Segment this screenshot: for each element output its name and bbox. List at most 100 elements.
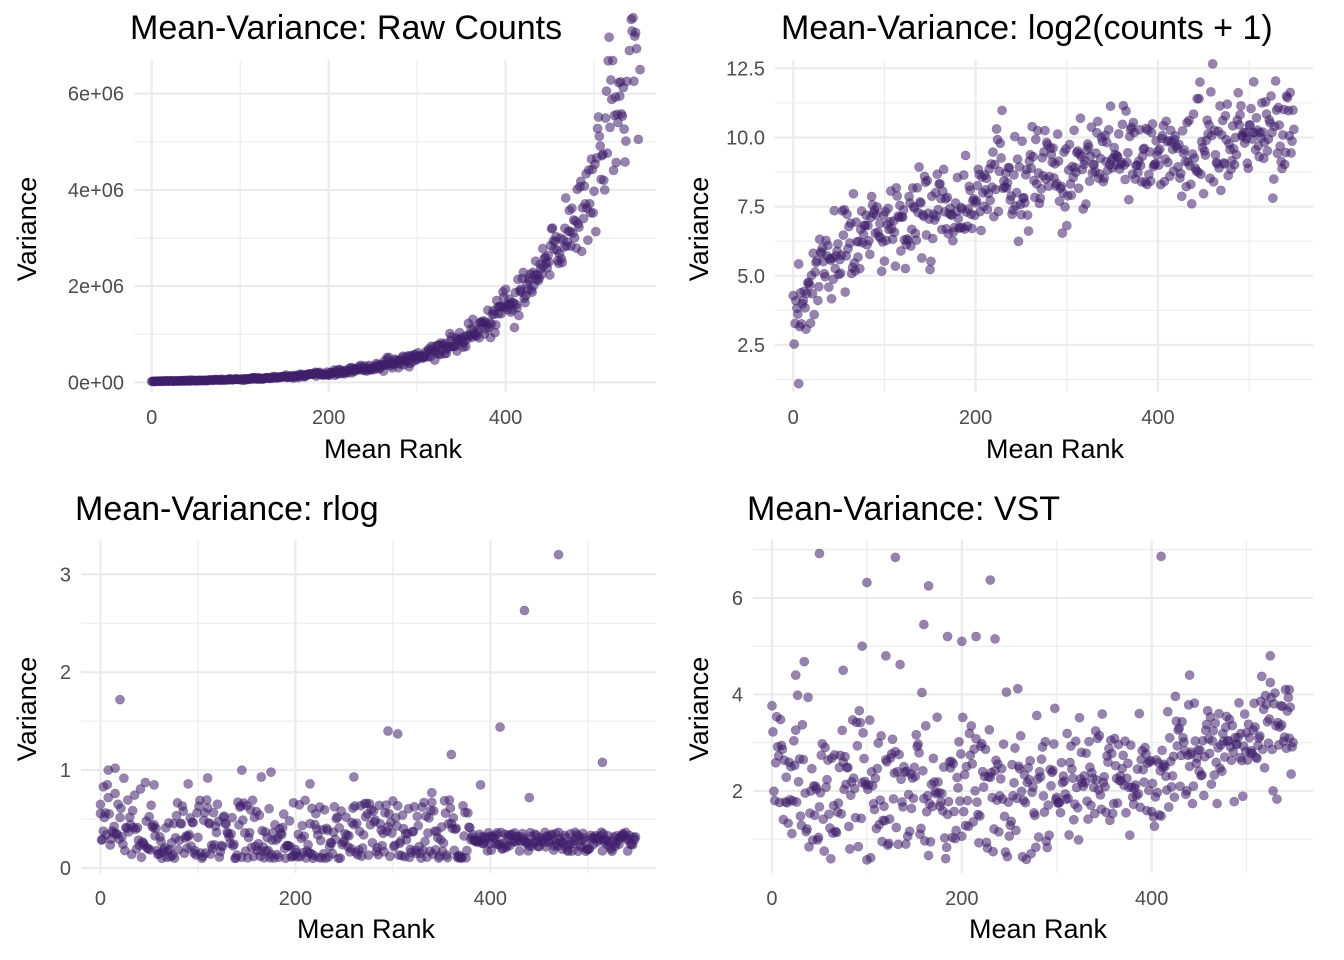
data-point: [1287, 136, 1297, 147]
y-tick-label: 4e+06: [68, 180, 124, 202]
data-point: [1251, 112, 1262, 123]
data-point: [202, 773, 213, 783]
data-point: [244, 827, 255, 838]
data-point: [1075, 113, 1086, 124]
y-axis-label-raw-counts: Variance: [12, 177, 42, 282]
data-point: [426, 787, 437, 798]
data-point: [1134, 708, 1145, 719]
data-point: [348, 772, 359, 782]
data-point: [953, 213, 964, 224]
data-point: [1004, 831, 1015, 842]
data-point: [1060, 201, 1070, 212]
data-point: [793, 378, 804, 389]
data-point: [1094, 730, 1105, 741]
data-point: [1084, 176, 1095, 187]
data-point: [237, 815, 248, 826]
y-tick-label: 1: [60, 760, 71, 782]
data-point: [1239, 709, 1250, 719]
data-point: [1035, 193, 1046, 204]
data-point: [602, 148, 613, 159]
data-point: [838, 665, 849, 676]
data-point: [1028, 151, 1038, 162]
data-point: [1163, 802, 1174, 812]
data-point: [960, 150, 971, 161]
data-point: [334, 822, 345, 833]
data-point: [852, 740, 863, 751]
data-point: [208, 807, 219, 818]
data-point: [1265, 677, 1276, 688]
data-point: [967, 758, 978, 769]
data-point: [982, 204, 993, 215]
data-point: [864, 715, 875, 725]
data-point: [607, 55, 618, 66]
data-point: [1147, 778, 1158, 789]
data-point: [1179, 737, 1189, 748]
data-point: [1120, 174, 1131, 185]
x-axis-label-rlog: Mean Rank: [297, 914, 436, 944]
data-point: [1163, 157, 1173, 168]
data-point: [397, 810, 408, 820]
data-point: [993, 206, 1004, 217]
data-point: [590, 226, 601, 237]
data-point: [412, 811, 423, 822]
data-point: [183, 778, 194, 789]
data-point: [303, 839, 313, 850]
data-point: [1153, 160, 1164, 171]
data-point: [988, 147, 998, 158]
data-point: [98, 781, 109, 792]
data-point: [1033, 832, 1044, 842]
x-tick-label: 0: [766, 888, 777, 910]
data-point: [993, 826, 1004, 837]
data-point: [1026, 848, 1037, 859]
data-point: [822, 774, 832, 785]
data-point: [1264, 714, 1275, 724]
data-point: [1036, 754, 1047, 765]
data-point: [789, 339, 800, 349]
data-point: [861, 577, 872, 588]
x-tick-label: 400: [1135, 888, 1168, 910]
data-point: [1011, 187, 1022, 198]
data-point: [783, 818, 794, 829]
data-point: [891, 822, 902, 833]
data-point: [854, 705, 865, 716]
data-point: [1048, 143, 1059, 153]
data-point: [544, 257, 554, 268]
data-point: [1030, 134, 1041, 145]
data-point: [787, 828, 797, 839]
data-point: [942, 631, 953, 642]
data-point: [1206, 779, 1217, 790]
data-point: [1184, 115, 1194, 126]
data-point: [949, 806, 960, 817]
data-point: [599, 185, 610, 195]
data-point: [814, 801, 825, 812]
data-point: [951, 825, 962, 836]
data-point: [1038, 791, 1049, 801]
data-point: [1105, 101, 1116, 112]
y-axis-label-vst: Variance: [684, 657, 714, 762]
data-point: [933, 777, 943, 787]
data-point: [1009, 777, 1019, 788]
data-point: [1067, 764, 1077, 775]
data-point: [805, 318, 816, 329]
data-point: [844, 844, 855, 854]
y-tick-label: 3: [60, 564, 71, 586]
data-point: [1083, 814, 1093, 825]
data-point: [767, 700, 777, 711]
data-point: [814, 548, 825, 559]
chart-title-raw-counts: Mean-Variance: Raw Counts: [130, 9, 562, 47]
data-point: [1248, 76, 1259, 87]
data-point: [858, 727, 869, 738]
data-point: [1208, 726, 1219, 736]
data-point: [831, 827, 842, 838]
data-point: [1188, 781, 1199, 792]
data-point: [601, 86, 612, 97]
data-point: [1260, 96, 1271, 107]
data-point: [824, 809, 834, 820]
data-point: [1099, 771, 1110, 782]
data-point: [385, 851, 395, 862]
data-point: [438, 838, 449, 848]
data-point: [1046, 780, 1056, 791]
data-point: [1048, 765, 1058, 776]
data-point: [1074, 712, 1085, 723]
data-point: [1025, 755, 1036, 766]
